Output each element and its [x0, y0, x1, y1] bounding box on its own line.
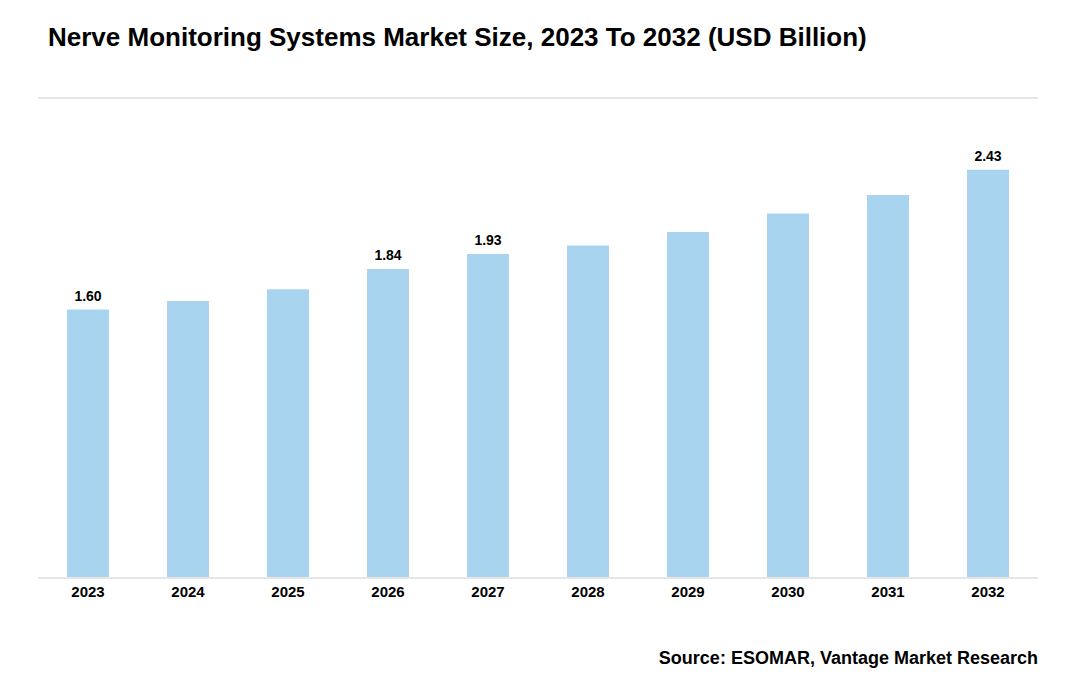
svg-text:2.43: 2.43 — [974, 148, 1001, 164]
html-text:Nerve Monitoring Systems Marke: Nerve Monitoring Systems Market Size, 20… — [48, 22, 867, 52]
html-text:Source: ESOMAR, Vantage Market: Source: ESOMAR, Vantage Market Research — [658, 648, 1038, 668]
svg-text:1.93: 1.93 — [474, 232, 501, 248]
svg-text:2027: 2027 — [471, 583, 504, 600]
svg-text:2031: 2031 — [871, 583, 904, 600]
svg-text:1.60: 1.60 — [74, 288, 101, 304]
svg-text:2032: 2032 — [971, 583, 1004, 600]
svg-text:2030: 2030 — [771, 583, 804, 600]
svg-text:2029: 2029 — [671, 583, 704, 600]
svg-text:2023: 2023 — [71, 583, 104, 600]
svg-text:2024: 2024 — [171, 583, 205, 600]
svg-text:2028: 2028 — [571, 583, 604, 600]
svg-text:1.84: 1.84 — [374, 247, 401, 263]
svg-text:2025: 2025 — [271, 583, 304, 600]
svg-text:2026: 2026 — [371, 583, 404, 600]
